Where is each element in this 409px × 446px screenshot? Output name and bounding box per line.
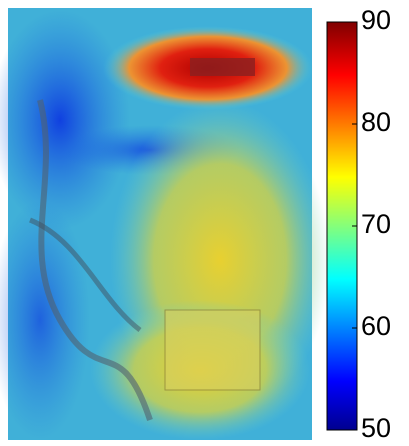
tick-label: 60 — [361, 311, 391, 341]
thermal-image — [0, 8, 330, 440]
tick-label: 70 — [361, 209, 391, 239]
tick-label: 50 — [361, 413, 391, 443]
tick-label: 80 — [361, 107, 391, 137]
tick-label: 90 — [361, 5, 391, 35]
